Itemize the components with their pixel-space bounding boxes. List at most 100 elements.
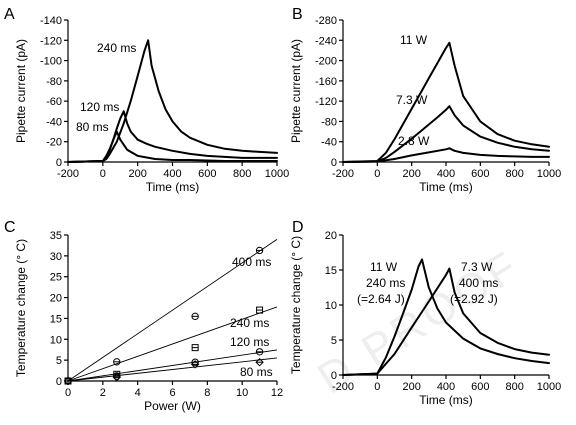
annotation-240ms: 240 ms <box>97 41 136 55</box>
annotation-d-400ms: 400 ms <box>459 276 498 290</box>
annotation-2-8w: 2.8 W <box>398 134 430 148</box>
x-axis-title-c: Power (W) <box>144 399 201 413</box>
x-tick-label-c: 4 <box>135 387 141 399</box>
data-point-400-ms <box>113 358 121 366</box>
annotation-120ms-c: 120 ms <box>230 335 269 349</box>
y-tick-label-c: 25 <box>50 272 62 284</box>
x-tick-label-a: 200 <box>128 168 146 180</box>
y-tick-label-c: 5 <box>56 355 62 367</box>
x-tick-label-b: 600 <box>471 168 489 180</box>
fit-line-400-ms <box>67 238 278 382</box>
data-point-80-ms <box>190 360 200 369</box>
x-tick-label-d: 800 <box>505 381 523 393</box>
y-tick-label-c: 15 <box>50 313 62 325</box>
series-line-d-7-3-w <box>342 267 550 376</box>
y-axis-title-a: Pipette current (pA) <box>14 39 28 143</box>
x-axis-title-b: Time (ms) <box>419 180 473 194</box>
y-tick-label-c: 0 <box>56 376 62 388</box>
y-tick-label-a: -40 <box>46 116 62 128</box>
series-line-d-11-w <box>342 258 550 376</box>
y-tick-label-c: 20 <box>50 293 62 305</box>
y-tick-label-d: 10 <box>325 300 337 312</box>
panel-letter-d: D <box>292 219 304 236</box>
data-point-120-ms <box>191 358 199 366</box>
x-tick-label-b: 1000 <box>537 168 561 180</box>
data-point-400-ms <box>255 246 264 255</box>
panel-letter-c: C <box>4 219 16 236</box>
y-tick-label-d: 0 <box>331 370 337 382</box>
x-axis-title-d: Time (ms) <box>419 393 473 407</box>
annotation-400ms: 400 ms <box>232 255 271 269</box>
x-tick-label-c: 10 <box>236 387 248 399</box>
series-line-b-2-8-w <box>342 147 550 163</box>
y-tick-label-d: 20 <box>325 230 337 242</box>
y-tick-label-b: -160 <box>315 76 337 88</box>
annotation-80ms: 80 ms <box>76 120 109 134</box>
data-point-80-ms <box>63 376 73 386</box>
x-tick-label-a: 400 <box>163 168 181 180</box>
x-tick-label-d: 400 <box>437 381 455 393</box>
x-tick-label-b: 200 <box>402 168 420 180</box>
y-tick-label-a: 0 <box>56 157 62 169</box>
annotation-80ms-c: 80 ms <box>240 365 273 379</box>
y-tick-label-c: 35 <box>50 230 62 242</box>
series-line-a-80-ms <box>67 130 278 163</box>
panel-letter-a: A <box>4 6 15 23</box>
annotation-120ms: 120 ms <box>80 100 119 114</box>
annotation-d-11w: 11 W <box>370 260 398 274</box>
x-tick-label-b: 800 <box>505 168 523 180</box>
fit-line-80-ms <box>67 357 278 382</box>
y-tick-label-a: -100 <box>40 56 62 68</box>
series-line-a-240-ms <box>67 39 278 163</box>
y-tick-label-a: -80 <box>46 76 62 88</box>
y-tick-label-a: -20 <box>46 137 62 149</box>
annotation-d-7-3w: 7.3 W <box>461 260 493 274</box>
y-tick-label-c: 10 <box>50 334 62 346</box>
data-point-80-ms <box>255 358 264 367</box>
y-tick-label-b: 0 <box>331 157 337 169</box>
y-axis-title-c: Temperature change (° C) <box>14 239 28 377</box>
y-axis-title-b: Pipette current (pA) <box>289 39 303 143</box>
x-tick-label-c: 12 <box>271 387 283 399</box>
data-point-80-ms <box>112 373 121 382</box>
x-tick-label-b: 400 <box>437 168 455 180</box>
fit-line-120-ms <box>67 349 278 382</box>
y-tick-label-a: -120 <box>40 35 62 47</box>
panel-b-chart: -200 0 200 400 600 800 10000-40-80-120-160-200… <box>289 15 561 194</box>
series-line-b-7-3-w <box>342 105 550 163</box>
x-tick-label-b: 0 <box>374 168 380 180</box>
x-tick-label-c: 2 <box>100 387 106 399</box>
x-tick-label-d: 0 <box>374 381 380 393</box>
y-tick-label-b: -120 <box>315 96 337 108</box>
panel-c-chart: 0 2 4 6 8 10 12 0 5 10 15 20 25 30 35 Power (W) Temperat… <box>14 230 283 413</box>
x-tick-label-b: -200 <box>332 168 354 180</box>
x-tick-label-c: 6 <box>169 387 175 399</box>
x-tick-label-a: -200 <box>57 168 79 180</box>
series-line-a-120-ms <box>67 110 278 163</box>
y-tick-label-b: -200 <box>315 56 337 68</box>
x-tick-label-a: 600 <box>198 168 216 180</box>
y-tick-label-d: 15 <box>325 265 337 277</box>
x-axis-title-a: Time (ms) <box>146 180 200 194</box>
series-line-b-11-w <box>342 41 550 163</box>
y-tick-label-a: -60 <box>46 96 62 108</box>
data-point-400-ms <box>191 312 199 321</box>
y-axis-title-d: Temperature change (° C) <box>289 236 303 374</box>
y-tick-label-b: -40 <box>321 137 337 149</box>
x-tick-label-a: 800 <box>233 168 251 180</box>
annotation-d-292j: (=2.92 J) <box>450 292 498 306</box>
annotation-11w: 11 W <box>400 33 428 47</box>
y-tick-label-a: -140 <box>40 15 62 27</box>
fit-line-240-ms <box>67 306 278 382</box>
annotation-240ms-c: 240 ms <box>230 316 269 330</box>
y-tick-label-b: -280 <box>315 15 337 27</box>
x-tick-label-c: 8 <box>204 387 210 399</box>
panel-letter-b: B <box>292 6 303 23</box>
y-tick-label-c: 30 <box>50 251 62 263</box>
x-tick-label-d: 600 <box>471 381 489 393</box>
x-tick-label-d: 1000 <box>537 381 561 393</box>
x-tick-label-a: 0 <box>100 168 106 180</box>
annotation-7-3w: 7.3 W <box>396 93 428 107</box>
data-point-120-ms <box>255 348 264 356</box>
